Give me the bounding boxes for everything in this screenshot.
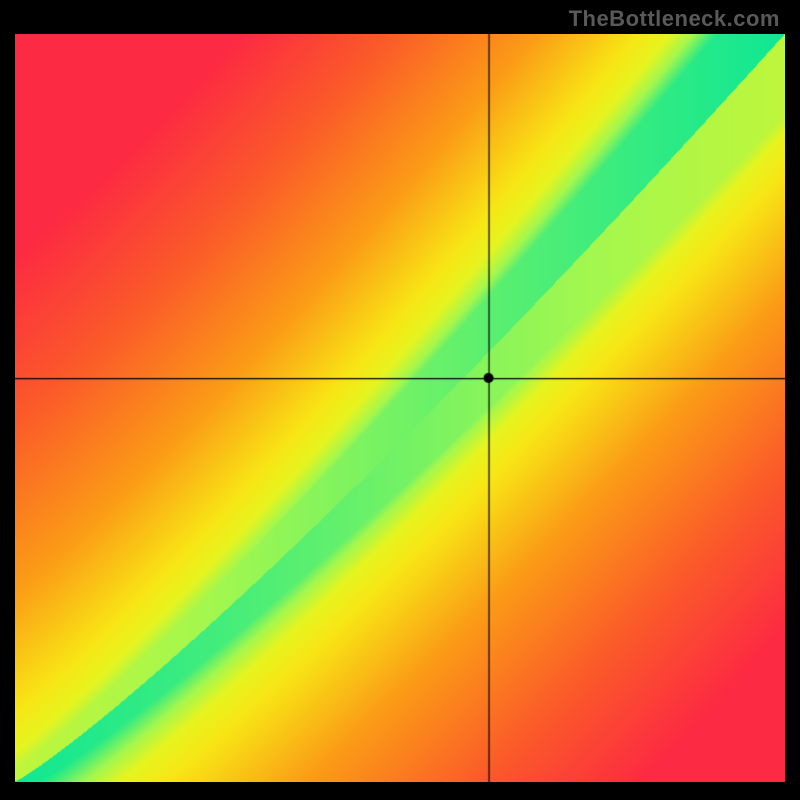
- heatmap-canvas: [15, 34, 785, 782]
- chart-container: TheBottleneck.com: [0, 0, 800, 800]
- plot-frame: [15, 34, 785, 782]
- watermark-text: TheBottleneck.com: [569, 6, 780, 32]
